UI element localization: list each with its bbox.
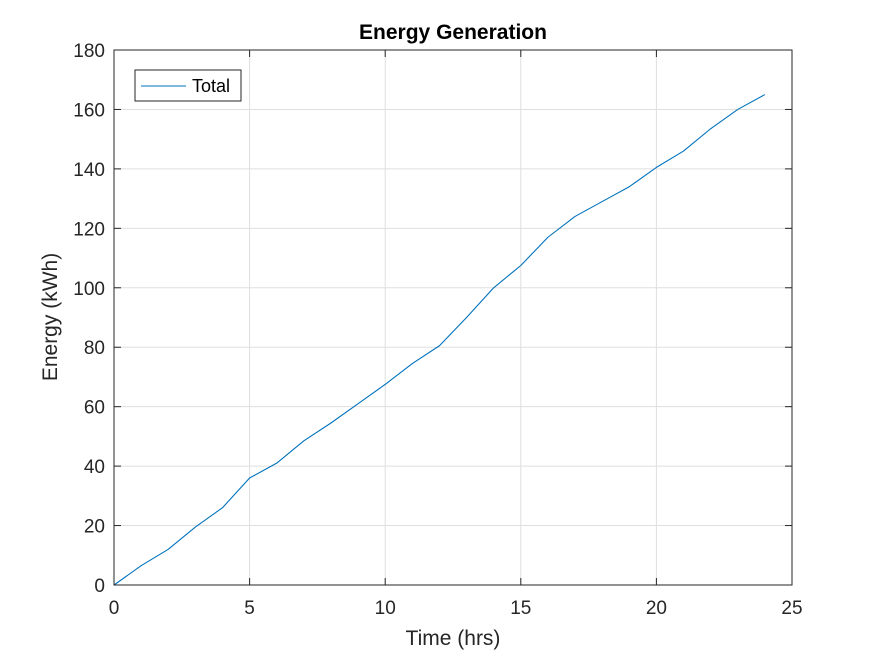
y-tick-label: 120 [73,219,105,240]
y-tick-label: 40 [84,457,105,478]
ticks [113,49,793,586]
y-tick-label: 100 [73,279,105,300]
y-tick-label: 20 [84,517,105,538]
x-axis-label: Time (hrs) [406,627,501,650]
tick-labels: 0 5 10 15 20 25 0 20 40 60 80 100 120 140 160 180 [73,41,802,619]
series-line-total [113,94,766,586]
y-axis-label: Energy (kWh) [39,253,62,381]
x-tick-label: 25 [781,598,802,619]
x-tick-label: 15 [510,598,531,619]
grid [114,50,792,585]
x-tick-label: 0 [109,598,120,619]
chart-title: Energy Generation [359,21,547,44]
y-tick-label: 180 [73,41,105,62]
y-tick-label: 60 [84,398,105,419]
legend: Total [134,69,242,102]
y-tick-label: 160 [73,100,105,121]
y-tick-label: 0 [94,576,105,597]
x-tick-label: 5 [244,598,255,619]
series-layer [113,94,766,586]
x-tick-label: 10 [375,598,396,619]
y-tick-label: 80 [84,338,105,359]
x-tick-label: 20 [646,598,667,619]
plot-frame [113,49,793,586]
legend-label-total: Total [192,76,230,96]
y-tick-label: 140 [73,160,105,181]
plot-area [114,50,792,585]
